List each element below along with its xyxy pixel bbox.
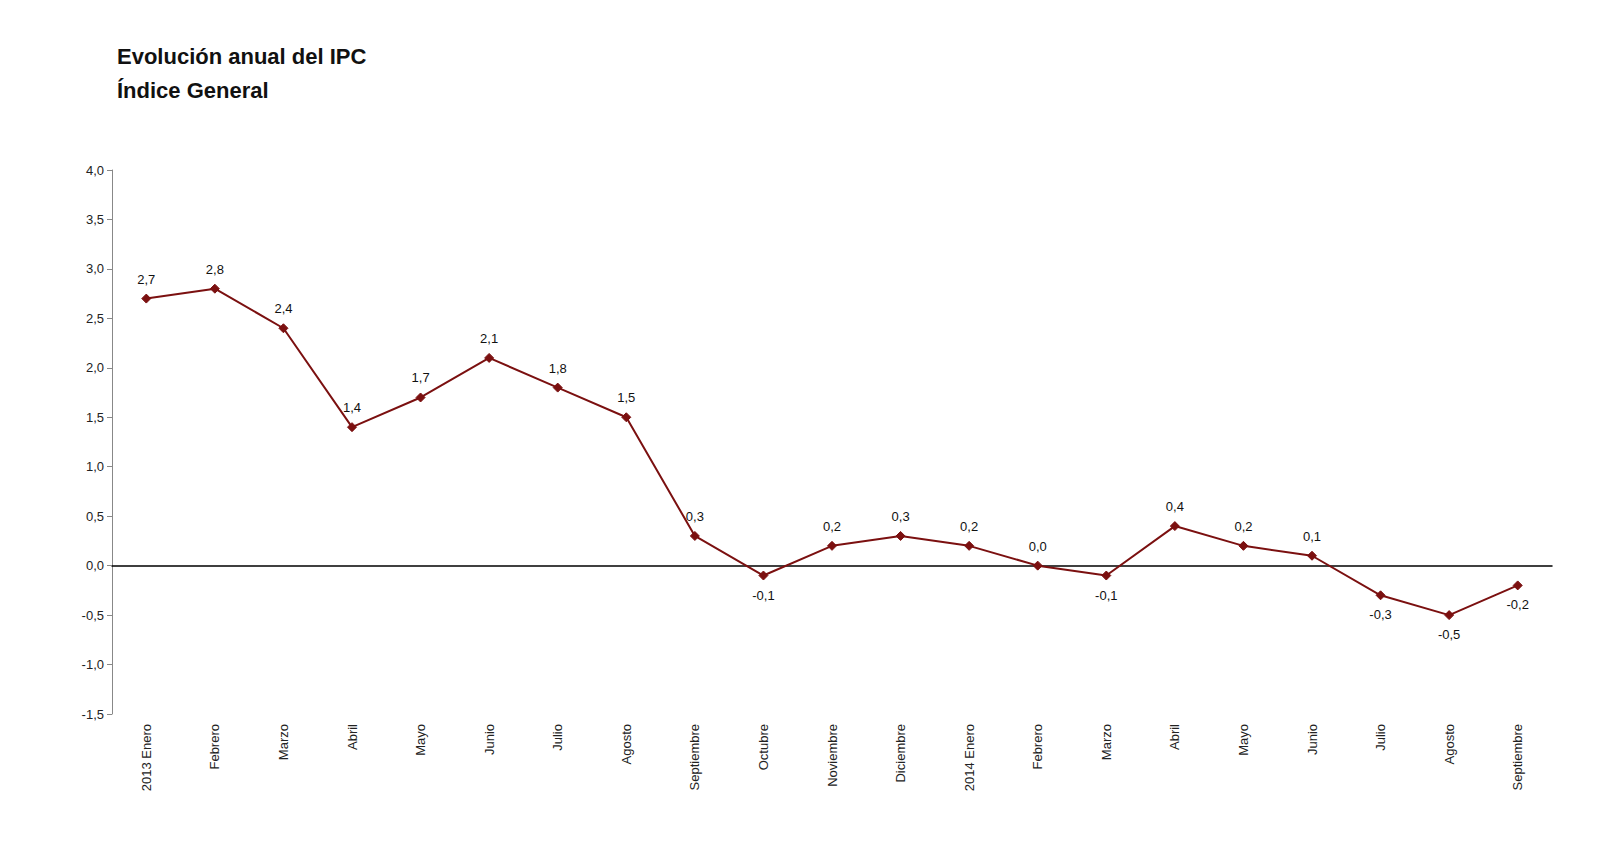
svg-text:Abril: Abril	[345, 724, 360, 750]
svg-text:Agosto: Agosto	[1442, 724, 1457, 764]
svg-text:-0,5: -0,5	[82, 608, 104, 623]
svg-text:-0,1: -0,1	[1095, 588, 1117, 603]
svg-text:-0,5: -0,5	[1438, 627, 1460, 642]
svg-text:-1,0: -1,0	[82, 657, 104, 672]
svg-text:Julio: Julio	[1373, 724, 1388, 751]
svg-text:Septiembre: Septiembre	[687, 724, 702, 790]
svg-text:1,7: 1,7	[412, 370, 430, 385]
svg-text:Junio: Junio	[482, 724, 497, 755]
svg-text:0,5: 0,5	[86, 509, 104, 524]
svg-text:0,1: 0,1	[1303, 529, 1321, 544]
svg-text:2,1: 2,1	[480, 331, 498, 346]
svg-text:0,4: 0,4	[1166, 499, 1184, 514]
svg-text:Mayo: Mayo	[1236, 724, 1251, 756]
svg-text:2,5: 2,5	[86, 311, 104, 326]
svg-text:Diciembre: Diciembre	[893, 724, 908, 783]
svg-text:2014 Enero: 2014 Enero	[962, 724, 977, 791]
svg-text:0,3: 0,3	[686, 509, 704, 524]
svg-text:Junio: Junio	[1305, 724, 1320, 755]
svg-text:2013 Enero: 2013 Enero	[139, 724, 154, 791]
svg-text:Julio: Julio	[550, 724, 565, 751]
svg-text:1,5: 1,5	[86, 410, 104, 425]
svg-text:2,4: 2,4	[274, 301, 292, 316]
svg-text:3,5: 3,5	[86, 212, 104, 227]
svg-text:2,7: 2,7	[137, 272, 155, 287]
svg-text:Febrero: Febrero	[1030, 724, 1045, 770]
svg-text:0,2: 0,2	[823, 519, 841, 534]
svg-text:Índice General: Índice General	[117, 78, 269, 103]
svg-text:Evolución anual del IPC: Evolución anual del IPC	[117, 44, 366, 69]
svg-text:0,0: 0,0	[1029, 539, 1047, 554]
svg-text:Mayo: Mayo	[413, 724, 428, 756]
svg-text:Septiembre: Septiembre	[1510, 724, 1525, 790]
svg-text:-0,3: -0,3	[1369, 607, 1391, 622]
svg-text:-0,1: -0,1	[752, 588, 774, 603]
svg-text:4,0: 4,0	[86, 163, 104, 178]
svg-text:-0,2: -0,2	[1507, 597, 1529, 612]
svg-text:2,0: 2,0	[86, 360, 104, 375]
svg-text:Abril: Abril	[1167, 724, 1182, 750]
svg-text:0,0: 0,0	[86, 558, 104, 573]
svg-text:1,0: 1,0	[86, 459, 104, 474]
svg-text:3,0: 3,0	[86, 261, 104, 276]
svg-text:1,5: 1,5	[617, 390, 635, 405]
svg-text:Agosto: Agosto	[619, 724, 634, 764]
svg-text:Marzo: Marzo	[276, 724, 291, 760]
svg-text:Noviembre: Noviembre	[825, 724, 840, 787]
svg-text:0,2: 0,2	[960, 519, 978, 534]
svg-text:0,2: 0,2	[1234, 519, 1252, 534]
svg-text:1,8: 1,8	[549, 361, 567, 376]
svg-text:Febrero: Febrero	[207, 724, 222, 770]
svg-text:Octubre: Octubre	[756, 724, 771, 770]
svg-text:Marzo: Marzo	[1099, 724, 1114, 760]
svg-text:2,8: 2,8	[206, 262, 224, 277]
svg-text:-1,5: -1,5	[82, 707, 104, 722]
svg-text:1,4: 1,4	[343, 400, 361, 415]
svg-text:0,3: 0,3	[892, 509, 910, 524]
